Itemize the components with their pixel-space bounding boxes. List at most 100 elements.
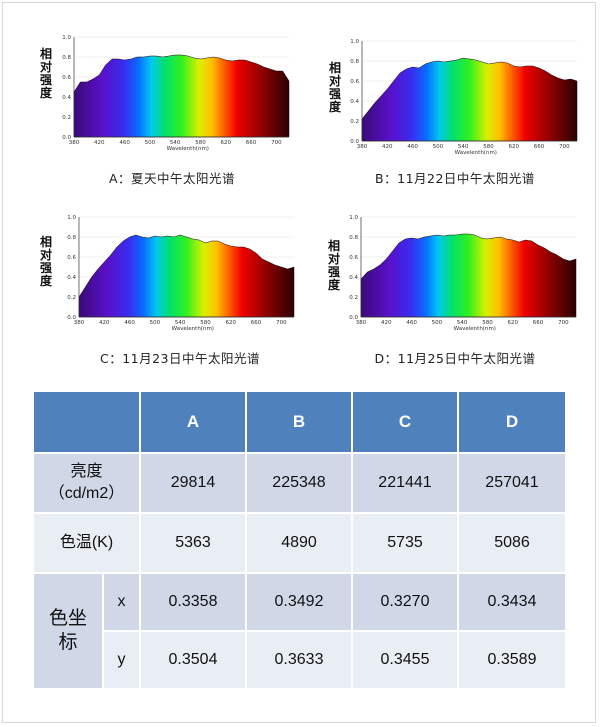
x-tick-label: 700 xyxy=(271,140,282,146)
x-tick-label: 380 xyxy=(357,144,368,150)
x-tick-label: 700 xyxy=(559,144,570,150)
row-sub-label-x: x xyxy=(102,572,141,632)
table-cell: 225348 xyxy=(245,452,353,514)
chart-svg: 0.0 0.2 0.4 0.6 0.8 1.0 380 420 460 500 540 580 620 6… xyxy=(62,35,290,152)
spectrum-chart-c: 0.0 0.2 0.4 0.6 0.8 1.0 380 420 460 500 540 580 620 6… xyxy=(67,213,298,343)
table-cell: 0.3270 xyxy=(351,572,459,632)
x-tick-label: 420 xyxy=(99,320,110,326)
x-axis-label: Wavelenth(nm) xyxy=(167,146,209,152)
y-tick-label: 0.8 xyxy=(67,235,76,241)
table-cell: 5086 xyxy=(457,512,567,574)
chart-svg: 0.0 0.2 0.4 0.6 0.8 1.0 380 420 460 500 540 580 620 6… xyxy=(349,215,577,332)
header-cell-empty xyxy=(32,390,141,454)
x-tick-label: 460 xyxy=(406,320,417,326)
x-tick-label: 460 xyxy=(407,144,418,150)
y-tick-label: 0.2 xyxy=(350,119,359,125)
y-tick-label: 0.8 xyxy=(349,235,358,241)
y-tick-label: 0.6 xyxy=(350,79,359,85)
y-tick-label: 0.6 xyxy=(62,75,71,81)
x-tick-label: 420 xyxy=(94,140,105,146)
x-tick-label: 420 xyxy=(382,144,393,150)
y-tick-label: 1.0 xyxy=(350,39,359,45)
x-tick-label: 460 xyxy=(119,140,130,146)
table-cell: 0.3455 xyxy=(351,630,459,690)
chart-caption: C：11月23日中午太阳光谱 xyxy=(99,351,261,366)
table-row-chromaticity-y: y 0.3504 0.3633 0.3455 0.3589 xyxy=(33,630,567,690)
x-tick-label: 540 xyxy=(458,144,469,150)
spectrum-chart-b: 0.0 0.2 0.4 0.6 0.8 1.0 380 420 460 500 540 580 620 6… xyxy=(350,37,581,167)
chart-svg: 0.0 0.2 0.4 0.6 0.8 1.0 380 420 460 500 540 580 620 6… xyxy=(67,215,295,332)
header-cell: B xyxy=(245,390,353,454)
y-tick-label: 0.0 xyxy=(349,315,358,321)
x-tick-label: 580 xyxy=(482,320,493,326)
x-tick-label: 620 xyxy=(508,320,519,326)
x-tick-label: 620 xyxy=(226,320,237,326)
y-tick-label: 0.4 xyxy=(67,275,76,281)
y-axis-label: 相对强度 xyxy=(327,239,340,292)
table-cell: 0.3434 xyxy=(457,572,567,632)
table-row-chromaticity-x: 色坐 标 x 0.3358 0.3492 0.3270 0.3434 xyxy=(32,572,567,690)
header-cell: D xyxy=(457,390,567,454)
x-tick-label: 500 xyxy=(432,320,443,326)
y-axis-label: 相对强度 xyxy=(39,47,52,100)
y-tick-label: 0.6 xyxy=(349,255,358,261)
x-tick-label: 540 xyxy=(170,140,181,146)
row-label-line: （cd/m2） xyxy=(48,485,125,502)
table-cell: 0.3633 xyxy=(245,630,353,690)
table-cell: 0.3358 xyxy=(139,572,247,632)
y-tick-label: 0.0 xyxy=(350,139,359,145)
x-tick-label: 380 xyxy=(74,320,85,326)
table-cell: 0.3492 xyxy=(245,572,353,632)
table-row-color-temperature: 色温(K) 5363 4890 5735 5086 xyxy=(32,512,567,574)
x-tick-label: 380 xyxy=(69,140,80,146)
header-cell: C xyxy=(351,390,459,454)
y-tick-label: 1.0 xyxy=(62,35,71,41)
row-label-line: 亮度 xyxy=(70,463,103,480)
y-tick-label: 0.4 xyxy=(350,99,359,105)
x-tick-label: 540 xyxy=(457,320,468,326)
x-axis-label: Wavelenth(nm) xyxy=(455,150,497,156)
x-tick-label: 660 xyxy=(251,320,262,326)
table-cell: 221441 xyxy=(351,452,459,514)
table-cell: 0.3504 xyxy=(139,630,247,690)
table-cell: 29814 xyxy=(139,452,247,514)
y-tick-label: 0.8 xyxy=(350,59,359,65)
x-tick-label: 580 xyxy=(200,320,211,326)
spectrum-area xyxy=(360,233,577,318)
spectrum-area xyxy=(78,234,295,318)
spectrum-area xyxy=(361,57,578,142)
row-label-chromaticity: 色坐 标 xyxy=(32,572,104,690)
y-tick-label: 0.2 xyxy=(67,295,76,301)
y-tick-label: 0.4 xyxy=(62,95,71,101)
header-cell: A xyxy=(139,390,247,454)
table-cell: 5735 xyxy=(351,512,459,574)
table-header-row: A B C D xyxy=(32,390,567,454)
y-tick-label: 1.0 xyxy=(349,215,358,221)
y-axis-label: 相对强度 xyxy=(328,61,341,114)
y-tick-label: 1.0 xyxy=(67,215,76,221)
spectrum-chart-d: 0.0 0.2 0.4 0.6 0.8 1.0 380 420 460 500 540 580 620 6… xyxy=(349,213,580,343)
spectrum-chart-a: 0.0 0.2 0.4 0.6 0.8 1.0 380 420 460 500 540 580 620 6… xyxy=(62,33,293,163)
x-tick-label: 500 xyxy=(433,144,444,150)
x-tick-label: 660 xyxy=(246,140,257,146)
x-tick-label: 700 xyxy=(558,320,569,326)
spectrum-area xyxy=(73,54,290,138)
y-tick-label: 0.2 xyxy=(349,295,358,301)
x-tick-label: 620 xyxy=(221,140,232,146)
chart-caption: A：夏天中午太阳光谱 xyxy=(108,171,236,186)
x-axis-label: Wavelenth(nm) xyxy=(172,326,214,332)
y-tick-label: 0.4 xyxy=(349,275,358,281)
x-tick-label: 500 xyxy=(145,140,156,146)
table-row-luminance: 亮度 （cd/m2） 29814 225348 221441 257041 xyxy=(32,452,567,514)
x-tick-label: 700 xyxy=(276,320,287,326)
y-axis-label: 相对强度 xyxy=(39,235,52,288)
row-label-line: 标 xyxy=(58,632,78,653)
x-tick-label: 500 xyxy=(150,320,161,326)
chart-caption: B：11月22日中午太阳光谱 xyxy=(375,171,535,186)
y-tick-label: 0.8 xyxy=(62,55,71,61)
table-cell: 257041 xyxy=(457,452,567,514)
x-tick-label: 420 xyxy=(381,320,392,326)
row-sub-label-y: y xyxy=(102,630,141,690)
row-label-line: 色坐 xyxy=(48,608,87,629)
